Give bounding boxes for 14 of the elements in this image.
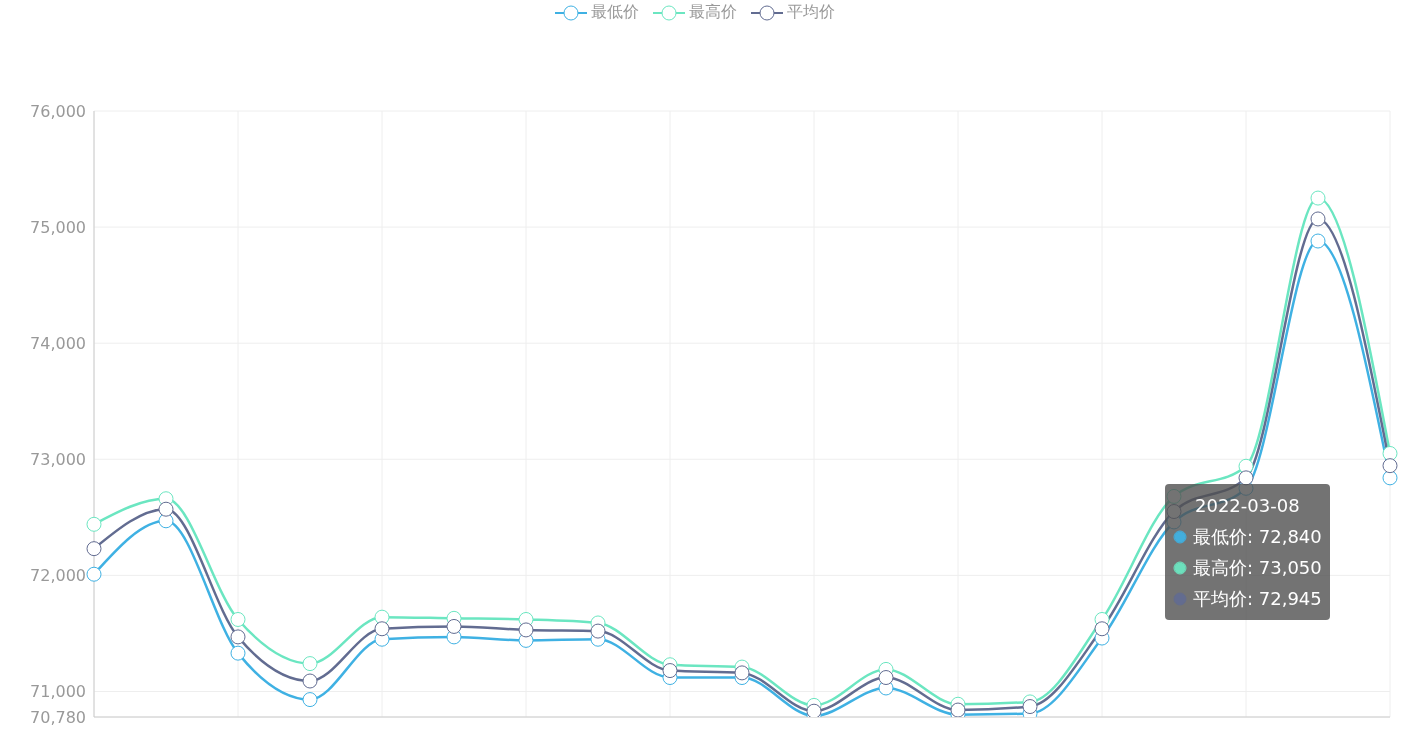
annotation: 最高价: 73,050 bbox=[1193, 556, 1322, 580]
y-tick-label: 76,000 bbox=[30, 101, 86, 121]
legend-label: 最低价 bbox=[590, 2, 639, 23]
y-tick-label: 74,000 bbox=[30, 333, 86, 353]
legend-label: 平均价 bbox=[786, 2, 835, 23]
legend-label: 最高价 bbox=[688, 2, 737, 23]
annotation: 平均价: 72,945 bbox=[1193, 587, 1322, 611]
annotation: 2022-03-08 bbox=[1195, 494, 1300, 518]
annotation: 最低价: 72,840 bbox=[1193, 525, 1322, 549]
y-tick-label: 72,000 bbox=[30, 566, 86, 586]
y-tick-label: 75,000 bbox=[30, 217, 86, 237]
y-tick-label: 70,780 bbox=[30, 707, 86, 727]
y-tick-label: 71,000 bbox=[30, 682, 86, 702]
y-tick-label: 73,000 bbox=[30, 449, 86, 469]
